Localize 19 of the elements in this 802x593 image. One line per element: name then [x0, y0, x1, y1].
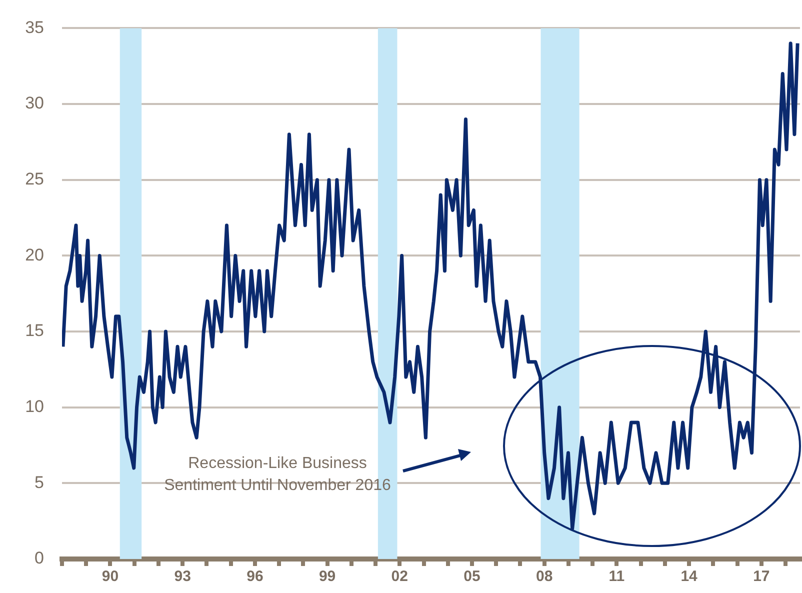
y-tick-label: 25	[25, 170, 44, 189]
x-tick-label: 02	[391, 568, 408, 586]
x-tick-label: 14	[680, 568, 698, 586]
y-tick-label: 30	[25, 94, 44, 113]
x-tick-label: 90	[102, 568, 119, 586]
x-tick-label: 05	[464, 568, 480, 586]
y-tick-label: 0	[34, 548, 44, 568]
y-tick-label: 10	[25, 397, 44, 416]
x-tick-label: 17	[753, 568, 770, 586]
y-tick-label: 15	[25, 321, 44, 340]
x-tick-label: 96	[246, 568, 264, 586]
x-tick-label: 99	[318, 568, 336, 586]
y-tick-label: 5	[34, 472, 44, 492]
annotation: Recession-Like Business Sentiment Until November 2016	[163, 454, 392, 496]
x-tick-label: 93	[174, 568, 191, 586]
x-tick-label: 11	[608, 568, 625, 586]
y-tick-label: 35	[25, 18, 44, 37]
y-tick-label: 20	[25, 245, 44, 264]
x-tick-label: 08	[536, 568, 553, 586]
